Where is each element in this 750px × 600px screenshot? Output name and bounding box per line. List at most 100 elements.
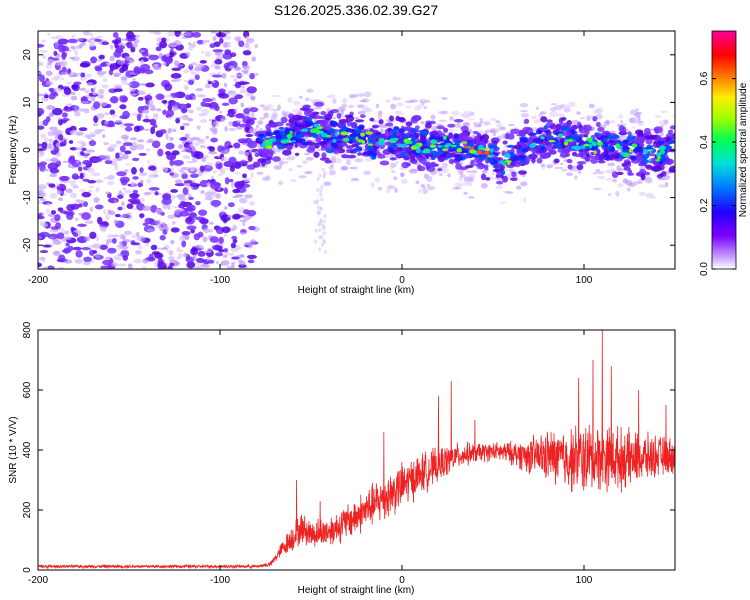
spectrogram-noise-speckle [66, 103, 73, 106]
spectrogram-core-speckle [422, 161, 431, 167]
spectrogram-halo-speckle [363, 91, 372, 98]
spectrogram-noise-speckle [229, 52, 237, 58]
spectrogram-halo-speckle [322, 238, 326, 243]
spectrogram-halo-speckle [626, 187, 631, 192]
spectrogram-noise-speckle [105, 242, 110, 246]
spectrogram-noise-speckle [49, 243, 54, 247]
spectrogram-halo-speckle [473, 169, 477, 174]
spectrogram-noise-speckle [190, 228, 195, 234]
spectrogram-noise-speckle [204, 51, 212, 58]
spectrogram-noise-speckle [203, 227, 210, 234]
spectrogram-strong-speckle [656, 140, 665, 145]
spectrogram-noise-speckle [238, 140, 249, 144]
spectrogram-noise-speckle [76, 199, 85, 204]
spectrogram-noise-speckle [232, 224, 238, 231]
spectrogram-noise-speckle [74, 50, 79, 56]
spectrogram-noise-speckle [172, 129, 177, 132]
spectrogram-halo-speckle [540, 163, 546, 168]
spectrogram-peak-speckle [367, 143, 374, 146]
spectrogram-halo-speckle [319, 189, 323, 194]
spectrogram-noise-speckle [51, 157, 59, 163]
spectrogram-halo-speckle [499, 126, 507, 131]
spectrogram-noise-speckle [71, 175, 81, 180]
spectrogram-noise-speckle [117, 206, 123, 211]
spectrogram-noise-speckle [242, 221, 246, 227]
spectrogram-core-speckle [266, 156, 273, 161]
spectrogram-noise-speckle [214, 58, 223, 65]
spectrogram-peak-speckle [591, 141, 597, 147]
spectrogram-noise-speckle [63, 259, 73, 264]
spectrogram-core-speckle [564, 152, 571, 157]
spectrogram-peak-speckle [619, 151, 626, 156]
spectrogram-noise-speckle [206, 162, 214, 166]
spectrogram-noise-speckle [182, 122, 190, 127]
spectrogram-noise-speckle [77, 223, 87, 228]
spectrogram-noise-speckle [233, 161, 242, 169]
spectrogram-strong-speckle [488, 158, 494, 164]
spectrogram-noise-speckle [119, 95, 128, 103]
spectrogram-noise-speckle [53, 87, 63, 93]
spectrogram-peak-speckle [442, 135, 447, 141]
spectrogram-noise-speckle [125, 83, 133, 86]
spectrogram-noise-speckle [167, 204, 171, 211]
spectrogram-core-speckle [306, 147, 316, 153]
spectrogram-halo-speckle [609, 130, 617, 134]
spectrogram-halo-speckle [306, 88, 314, 93]
spectrogram-halo-speckle [310, 98, 314, 104]
spectrogram-halo-speckle [256, 171, 264, 175]
spectrogram-peak-speckle [415, 148, 421, 154]
spectrogram-noise-speckle [205, 154, 209, 159]
spectrogram-core-speckle [509, 177, 518, 181]
spectrogram-noise-speckle [131, 234, 138, 239]
spectrogram-noise-speckle [170, 227, 180, 233]
spectrogram-halo-speckle [451, 110, 460, 116]
spectrogram-noise-speckle [103, 209, 107, 215]
spectrogram-noise-speckle [234, 182, 244, 189]
spectrogram-halo-speckle [314, 228, 318, 233]
spectrogram-halo-speckle [315, 200, 319, 205]
spectrogram-core-speckle [378, 119, 384, 125]
spectrogram-noise-speckle [107, 146, 115, 152]
spectrogram-noise-speckle [124, 163, 132, 166]
spectrogram-halo-speckle [635, 111, 643, 115]
spectrogram-noise-speckle [240, 85, 246, 89]
spectrogram-halo-speckle [628, 182, 636, 188]
spectrogram-core-speckle [609, 139, 615, 143]
spectrogram-noise-speckle [63, 87, 72, 95]
spectrogram-noise-speckle [73, 185, 80, 189]
spectrogram-peak-speckle [332, 138, 337, 143]
spectrogram-noise-speckle [147, 104, 156, 107]
spectrogram-noise-speckle [115, 119, 122, 124]
spectrogram-noise-speckle [236, 120, 242, 124]
spectrogram-halo-speckle [556, 166, 564, 170]
spectrogram-noise-speckle [118, 263, 127, 267]
spectrogram-halo-speckle [415, 180, 420, 185]
spectrogram-noise-speckle [128, 58, 135, 64]
spectrogram-noise-speckle [205, 135, 209, 140]
snr-y-ticks: 0 200 400 600 800 [22, 321, 675, 573]
spectrogram-noise-speckle [59, 175, 70, 182]
spectrogram-noise-speckle [55, 54, 61, 59]
spectrogram-noise-speckle [227, 214, 233, 218]
spectrogram-image [38, 31, 675, 269]
spectrogram-halo-speckle [272, 110, 277, 115]
spectrogram-noise-speckle [139, 179, 144, 184]
spectrogram-noise-speckle [49, 192, 58, 199]
spectrogram-noise-speckle [66, 204, 75, 212]
spectrogram-y-tick-label: 20 [22, 49, 33, 61]
spectrogram-noise-speckle [176, 194, 186, 199]
spectrogram-core-speckle [668, 165, 675, 173]
spectrogram-noise-speckle [231, 235, 238, 240]
spectrogram-noise-speckle [232, 188, 241, 194]
spectrogram-noise-speckle [179, 235, 185, 242]
spectrogram-noise-speckle [120, 122, 125, 129]
spectrogram-core-speckle [595, 121, 601, 128]
spectrogram-noise-speckle [81, 191, 92, 198]
spectrogram-noise-speckle [83, 31, 91, 36]
snr-x-label: Height of straight line (km) [298, 585, 415, 596]
spectrogram-noise-speckle [191, 147, 197, 152]
spectrogram-core-speckle [304, 104, 311, 109]
spectrogram-noise-speckle [55, 61, 64, 66]
spectrogram-peak-speckle [528, 143, 536, 149]
spectrogram-noise-speckle [247, 259, 255, 264]
